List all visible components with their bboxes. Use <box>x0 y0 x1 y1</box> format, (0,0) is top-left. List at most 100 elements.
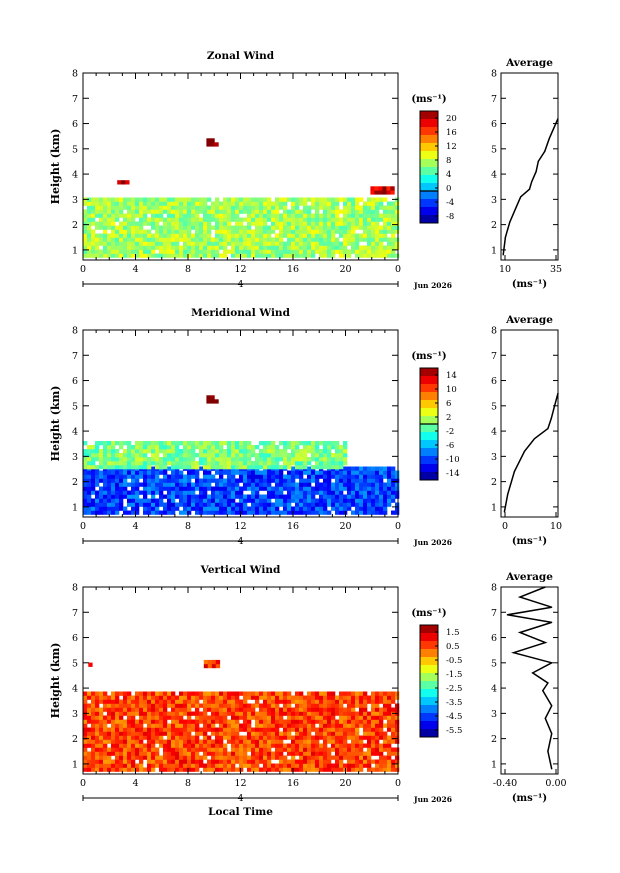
data-cell <box>159 767 164 772</box>
data-cell <box>287 249 292 254</box>
data-cell <box>359 502 364 507</box>
data-cell <box>95 719 100 724</box>
avg-y-tick-label: 1 <box>491 759 497 770</box>
data-cell <box>203 767 208 772</box>
data-cell <box>331 747 336 752</box>
data-cell <box>127 457 132 462</box>
data-cell <box>211 767 216 772</box>
data-cell <box>323 703 328 708</box>
data-cell <box>151 213 156 218</box>
data-cell <box>327 482 332 487</box>
data-cell <box>243 751 248 756</box>
data-cell <box>219 490 224 495</box>
data-cell <box>123 221 128 226</box>
data-cell <box>219 723 224 728</box>
data-cell <box>255 205 260 210</box>
data-cell <box>279 482 284 487</box>
data-cell <box>83 482 88 487</box>
data-cell <box>275 739 280 744</box>
data-cell <box>151 494 156 499</box>
data-cell <box>303 755 308 760</box>
data-cell <box>383 747 388 752</box>
data-cell <box>127 465 132 470</box>
data-cell <box>127 229 132 234</box>
data-cell <box>251 731 256 736</box>
data-cell <box>311 465 316 470</box>
data-cell <box>187 751 192 756</box>
data-cell <box>351 715 356 720</box>
data-cell <box>235 445 240 450</box>
data-cell <box>323 510 328 515</box>
data-cell <box>279 486 284 491</box>
data-cell <box>343 494 348 499</box>
data-cell <box>127 731 132 736</box>
data-cell <box>263 217 268 222</box>
data-cell <box>203 237 208 242</box>
data-cell <box>163 474 168 479</box>
data-cell <box>391 201 396 206</box>
data-cell <box>327 735 332 740</box>
data-cell <box>83 731 88 736</box>
data-cell <box>103 205 108 210</box>
data-cell <box>187 767 192 772</box>
data-cell <box>123 743 128 748</box>
data-cell <box>99 474 104 479</box>
data-cell <box>199 453 204 458</box>
data-cell <box>247 486 252 491</box>
data-cell <box>287 245 292 250</box>
data-cell <box>239 763 244 768</box>
data-cell <box>99 747 104 752</box>
data-cell <box>259 237 264 242</box>
average-profile-point <box>502 254 504 256</box>
data-cell <box>263 213 268 218</box>
data-cell <box>87 735 92 740</box>
data-cell <box>347 763 352 768</box>
data-cell <box>307 470 312 475</box>
data-cell <box>131 490 136 495</box>
data-cell <box>299 490 304 495</box>
average-profile-point <box>504 236 506 238</box>
data-cell <box>359 767 364 772</box>
data-cell <box>339 743 344 748</box>
data-cell <box>211 498 216 503</box>
data-cell <box>271 457 276 462</box>
data-cell <box>379 197 384 202</box>
data-cell <box>99 727 104 732</box>
data-cell <box>171 225 176 230</box>
data-cell <box>359 486 364 491</box>
data-cell <box>203 494 208 499</box>
colorbar-segment <box>420 432 438 441</box>
data-cell <box>339 233 344 238</box>
data-cell <box>375 719 380 724</box>
data-cell <box>159 233 164 238</box>
data-cell <box>191 237 196 242</box>
data-cell <box>339 719 344 724</box>
data-cell <box>199 233 204 238</box>
data-cell <box>371 201 376 206</box>
data-cell <box>123 494 128 499</box>
data-cell <box>83 763 88 768</box>
data-cell <box>247 743 252 748</box>
data-cell <box>191 751 196 756</box>
data-cell <box>163 506 168 511</box>
data-cell <box>83 209 88 214</box>
data-cell <box>175 723 180 728</box>
data-cell <box>131 453 136 458</box>
data-cell <box>315 233 320 238</box>
data-cell <box>119 763 124 768</box>
data-cell <box>103 249 108 254</box>
data-cell <box>371 727 376 732</box>
data-cell <box>175 441 180 446</box>
data-cell <box>235 253 240 258</box>
data-cell <box>111 707 116 712</box>
data-cell <box>203 241 208 246</box>
data-cell <box>251 201 256 206</box>
data-cell <box>183 201 188 206</box>
data-cell <box>375 197 380 202</box>
data-cell <box>95 739 100 744</box>
data-cell <box>203 743 208 748</box>
data-cell <box>167 225 172 230</box>
data-cell <box>111 747 116 752</box>
data-cell <box>299 510 304 515</box>
